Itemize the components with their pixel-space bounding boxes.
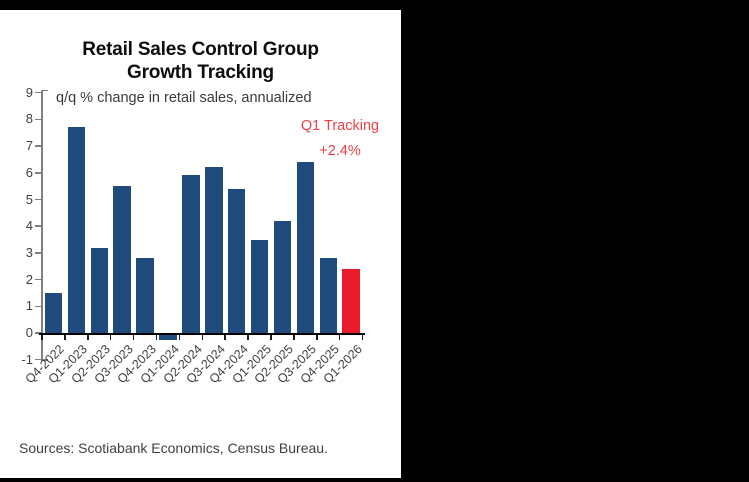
y-tick-label: 8 <box>25 111 33 127</box>
bar-Q3-2025 <box>296 162 315 333</box>
chart-subtitle: q/q % change in retail sales, annualized <box>56 90 312 106</box>
y-tick-label: 4 <box>25 218 33 234</box>
y-tick <box>35 332 41 334</box>
y-tick <box>35 278 41 281</box>
x-axis-baseline <box>39 333 365 335</box>
y-tick-label: 7 <box>25 138 33 154</box>
bar-Q4-2024 <box>227 188 246 333</box>
tracking-annotation: Q1 Tracking +2.4% <box>288 114 392 164</box>
y-axis-top-cap <box>41 89 48 92</box>
x-axis-tick <box>87 335 89 340</box>
y-tick-label: 9 <box>25 84 33 100</box>
y-tick <box>35 198 41 201</box>
chart-title-line2: Growth Tracking <box>127 62 274 83</box>
bar-Q3-2023 <box>113 186 131 333</box>
bar-Q2-2023 <box>90 247 108 333</box>
x-axis-tick <box>132 335 135 340</box>
chart-title: Retail Sales Control Group Growth Tracki… <box>0 38 401 84</box>
bar-Q4-2025 <box>319 258 337 333</box>
tracking-annotation-line1: Q1 Tracking <box>300 118 380 134</box>
y-axis-bottom-cap <box>41 359 48 361</box>
y-tick-label: 3 <box>25 244 33 260</box>
bar-Q3-2024 <box>205 167 223 333</box>
y-tick-label: -1 <box>21 351 33 367</box>
x-axis-tick <box>338 335 341 340</box>
x-axis-tick <box>270 335 272 340</box>
y-tick-label: 6 <box>25 164 33 180</box>
bar-Q1-2025 <box>250 239 269 333</box>
x-axis-tick <box>109 335 112 340</box>
x-axis-tick <box>361 335 364 340</box>
source-note: Sources: Scotiabank Economics, Census Bu… <box>19 440 328 456</box>
y-tick <box>35 305 41 308</box>
chart-title-line1: Retail Sales Control Group <box>82 39 319 60</box>
bar-Q1-2024 <box>159 335 177 341</box>
x-axis-tick <box>201 335 204 340</box>
tracking-annotation-line2: +2.4% <box>319 143 361 159</box>
y-tick <box>35 252 41 254</box>
x-axis-tick <box>64 335 66 340</box>
chart-panel: Retail Sales Control Group Growth Tracki… <box>0 10 401 478</box>
bar-Q1-2026 <box>342 268 360 333</box>
x-axis-tick <box>155 335 158 340</box>
y-tick <box>35 172 41 174</box>
bar-Q4-2023 <box>136 258 154 333</box>
x-axis-tick <box>247 335 249 340</box>
y-tick-label: 0 <box>25 325 33 340</box>
bar-Q2-2024 <box>182 175 200 333</box>
y-tick <box>35 358 41 361</box>
y-tick <box>35 225 41 227</box>
y-tick-label: 1 <box>25 298 33 314</box>
x-axis-tick <box>41 335 43 340</box>
y-axis-line <box>41 89 43 361</box>
y-tick <box>35 118 41 121</box>
y-tick-label: 5 <box>25 191 33 207</box>
y-tick <box>35 145 41 147</box>
x-axis-tick <box>178 335 181 340</box>
x-axis-tick <box>224 335 226 340</box>
y-tick-label: 2 <box>25 271 33 287</box>
x-axis-tick <box>293 335 295 340</box>
x-axis-tick <box>316 335 318 340</box>
bar-Q4-2022 <box>44 292 63 333</box>
y-tick <box>35 91 41 94</box>
bar-Q1-2023 <box>67 127 86 333</box>
bar-Q2-2025 <box>273 220 292 333</box>
